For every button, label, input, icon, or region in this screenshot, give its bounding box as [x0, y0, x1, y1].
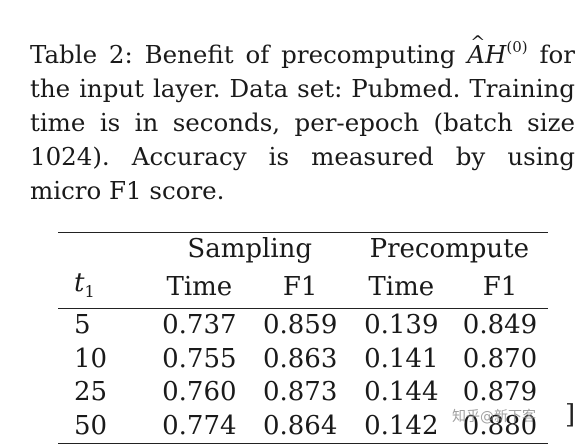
results-table-wrapper: Sampling Precompute t1 Time F1 Time F1 5…	[58, 232, 548, 444]
math-h: H	[484, 40, 507, 69]
cell-sampling-f1: 0.863	[262, 343, 338, 374]
cell-sampling-time: 0.737	[162, 310, 237, 340]
math-superscript: (0)	[506, 38, 528, 56]
cell-sampling-f1: 0.859	[262, 310, 338, 340]
table-row: 25 0.760 0.873 0.144 0.879	[58, 376, 548, 410]
cell-t1: 5	[74, 310, 91, 340]
column-header-t1: t1	[74, 267, 95, 301]
cell-sampling-time: 0.774	[162, 410, 237, 441]
cell-sampling-f1: 0.864	[262, 410, 338, 441]
cell-sampling-time: 0.755	[162, 343, 237, 374]
cell-precompute-f1: 0.849	[462, 310, 538, 340]
watermark-text: 知乎@新下客	[452, 409, 536, 425]
column-header-row: t1 Time F1 Time F1	[58, 267, 548, 309]
cell-precompute-time: 0.144	[364, 377, 439, 407]
cell-precompute-f1: 0.870	[462, 343, 538, 374]
cell-t1: 25	[74, 377, 108, 407]
caption-prefix: Table 2: Benefit of precomputing	[30, 40, 468, 69]
math-a-hat: A	[467, 26, 485, 72]
table-row: 5 0.737 0.859 0.139 0.849	[58, 308, 548, 343]
cell-precompute-f1: 0.880	[462, 410, 538, 441]
cell-t1: 50	[74, 410, 108, 441]
cell-precompute-f1: 0.879	[462, 377, 538, 407]
column-header-precompute-f1: F1	[482, 271, 518, 302]
cell-t1: 10	[74, 343, 108, 374]
caption-suffix: for	[527, 40, 575, 69]
cell-precompute-time: 0.139	[364, 310, 439, 340]
column-header-sampling-f1: F1	[282, 271, 318, 302]
trailing-bracket: ]	[565, 400, 576, 430]
cell-sampling-f1: 0.873	[262, 377, 338, 407]
group-header-precompute: Precompute	[369, 234, 529, 264]
caption-body: the input layer. Data set: Pubmed. Train…	[30, 74, 575, 205]
table-caption: Table 2: Benefit of precomputing AH(0) f…	[30, 26, 575, 208]
table-row: 10 0.755 0.863 0.141 0.870	[58, 343, 548, 377]
results-table: Sampling Precompute t1 Time F1 Time F1 5…	[58, 232, 548, 444]
group-header-sampling: Sampling	[187, 234, 313, 264]
cell-precompute-time: 0.141	[364, 343, 439, 374]
group-header-row: Sampling Precompute	[58, 232, 548, 267]
column-header-sampling-time: Time	[166, 271, 233, 302]
column-header-precompute-time: Time	[368, 271, 435, 302]
cell-sampling-time: 0.760	[162, 377, 237, 407]
cell-precompute-time: 0.142	[364, 410, 439, 441]
